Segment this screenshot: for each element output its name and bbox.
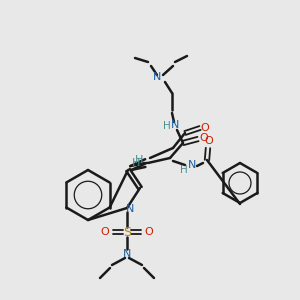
- Text: O: O: [201, 123, 209, 133]
- Text: N: N: [171, 120, 179, 130]
- Text: H: H: [180, 165, 188, 175]
- Text: N: N: [123, 249, 131, 259]
- Text: N: N: [153, 72, 161, 82]
- Text: O: O: [205, 136, 213, 146]
- Text: H: H: [163, 121, 171, 131]
- Text: H: H: [135, 155, 143, 165]
- Text: O: O: [200, 133, 208, 143]
- Text: O: O: [100, 227, 109, 237]
- Text: O: O: [145, 227, 153, 237]
- Text: N: N: [126, 204, 134, 214]
- Text: H: H: [132, 158, 140, 168]
- Text: N: N: [188, 160, 196, 170]
- Text: S: S: [123, 226, 131, 238]
